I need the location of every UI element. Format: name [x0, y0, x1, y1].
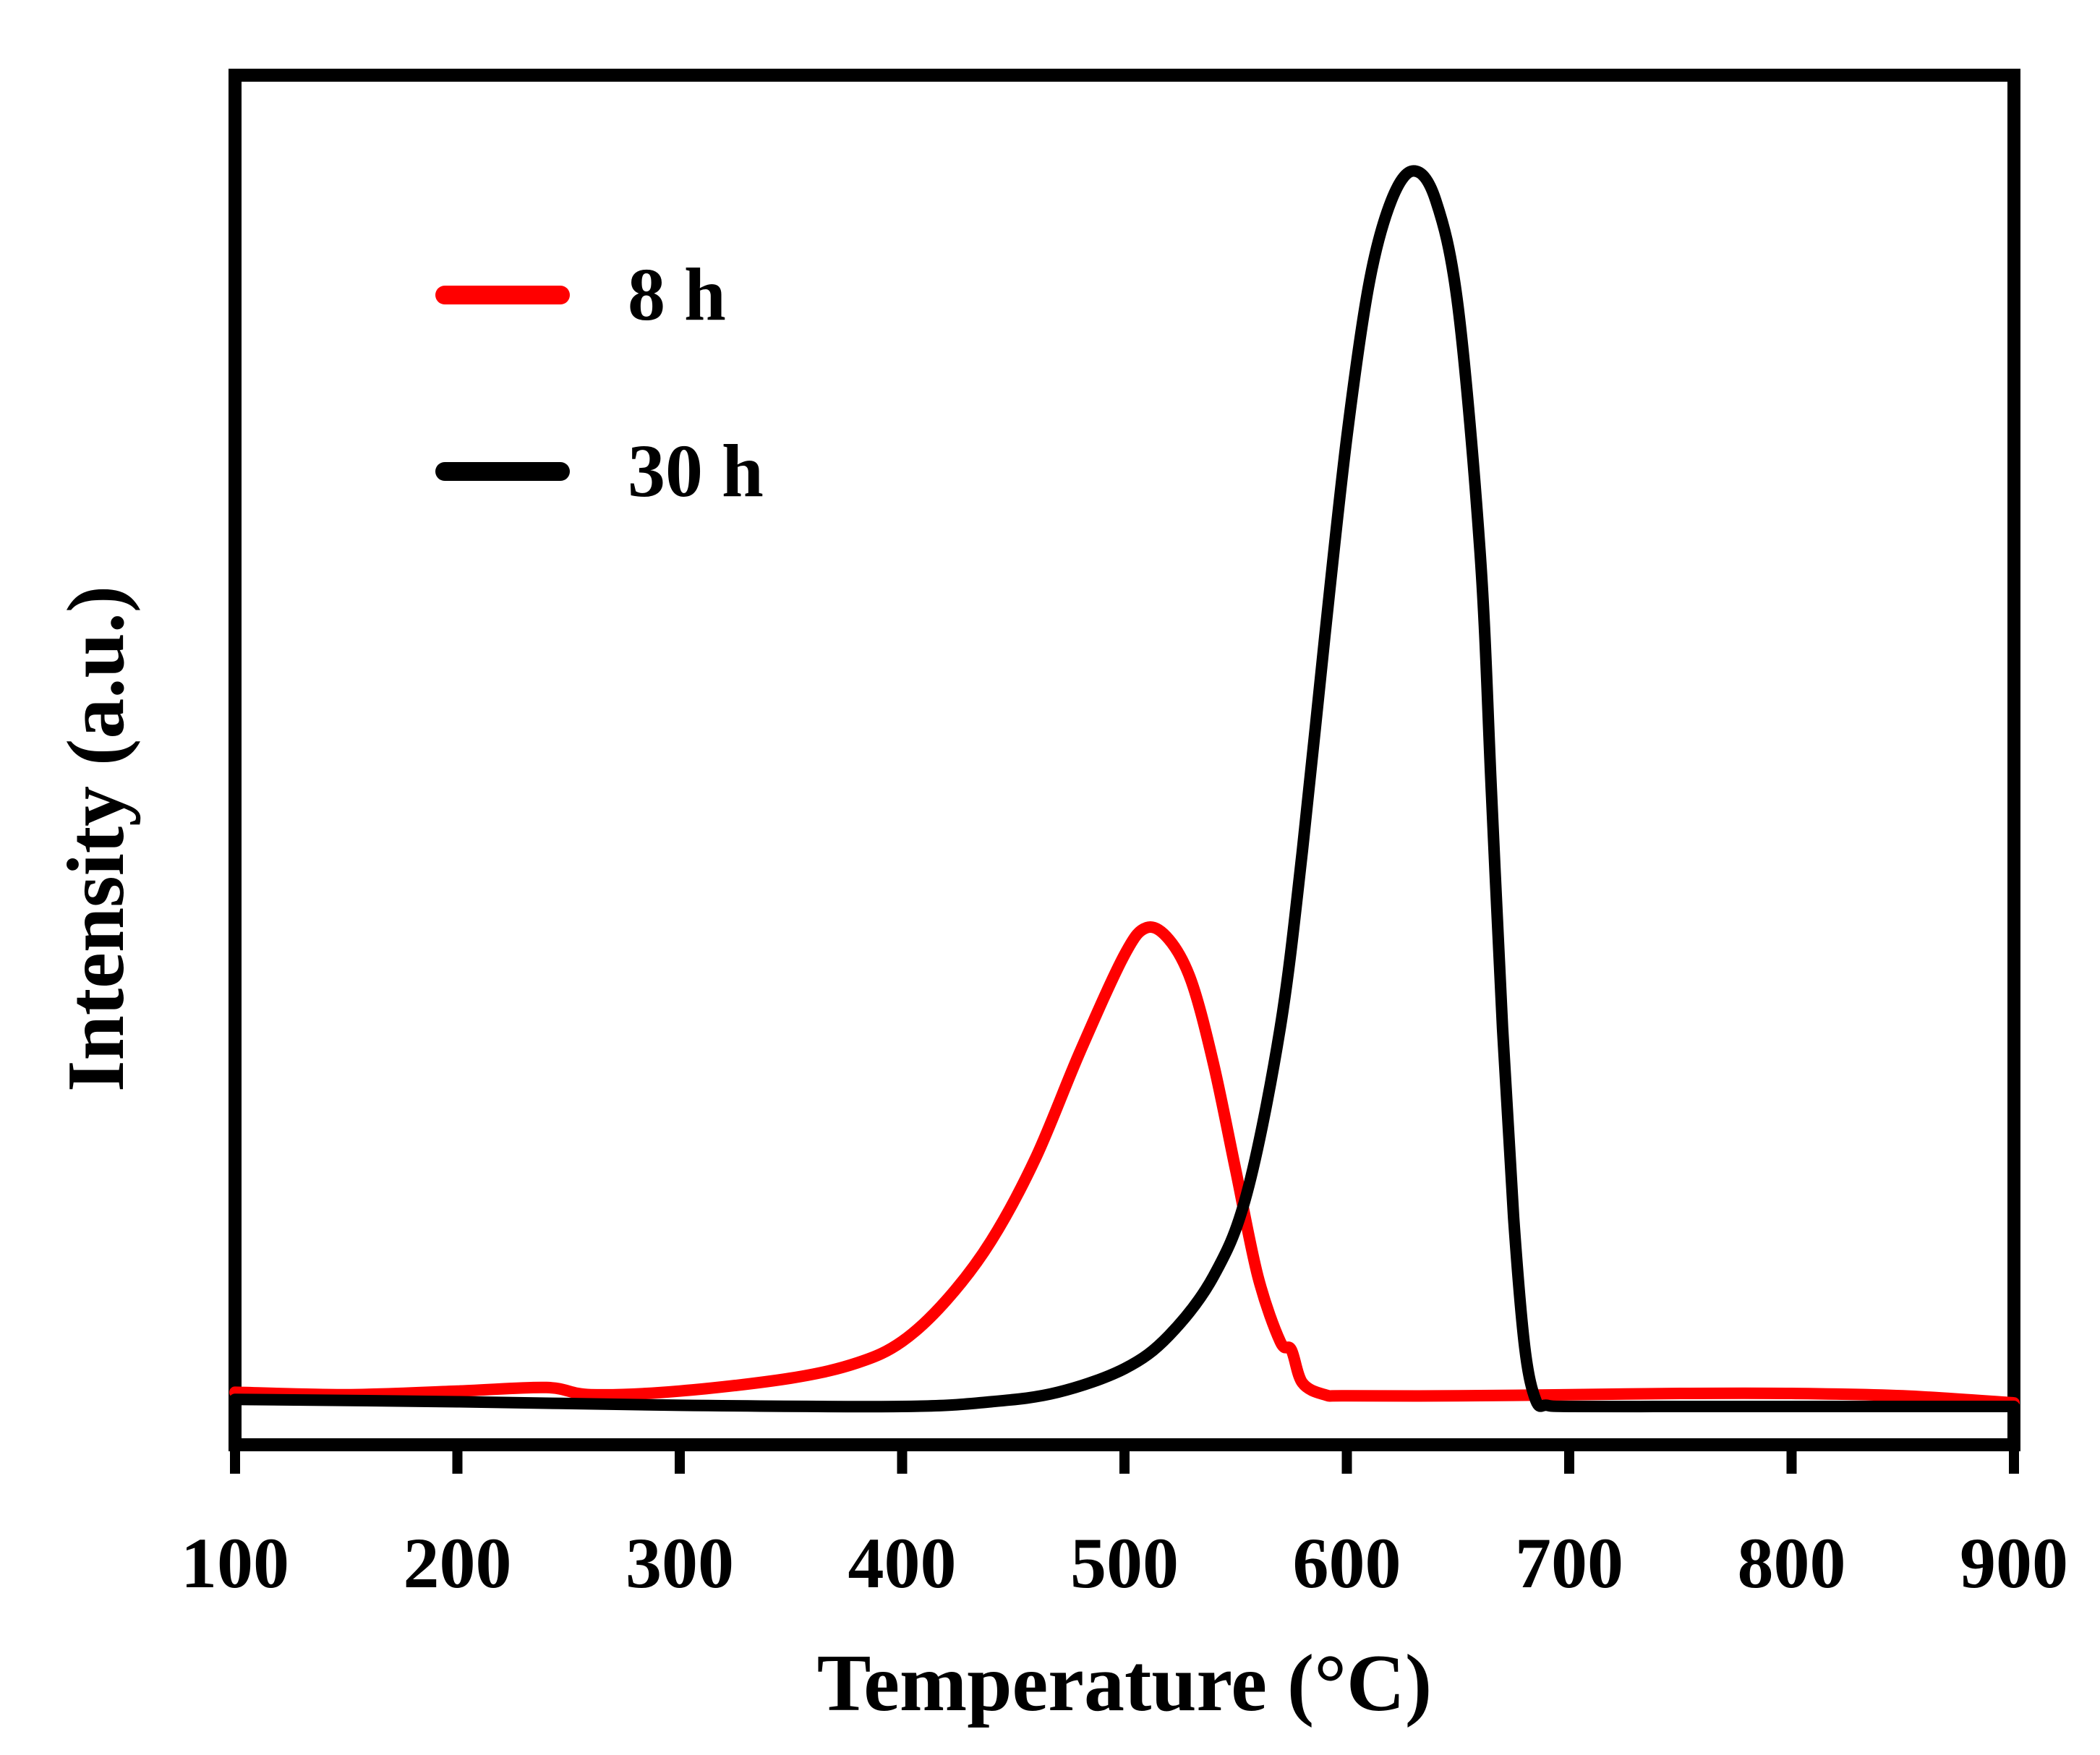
series-layer — [229, 165, 2020, 1413]
series-line-8h — [229, 921, 2020, 1409]
x-tick-label-300: 300 — [626, 1523, 734, 1603]
x-tick-label-400: 400 — [848, 1523, 957, 1603]
legend-label-30h: 30 h — [628, 430, 764, 513]
x-tick-label-900: 900 — [1960, 1523, 2068, 1603]
y-axis-title: Intensity (a.u.) — [51, 586, 141, 1092]
x-tick-label-500: 500 — [1070, 1523, 1179, 1603]
x-tick-label-600: 600 — [1293, 1523, 1401, 1603]
x-tick-label-100: 100 — [181, 1523, 289, 1603]
x-tick-label-700: 700 — [1515, 1523, 1623, 1603]
x-tick-label-800: 800 — [1738, 1523, 1846, 1603]
series-line-30h — [229, 165, 2020, 1413]
x-tick-label-200: 200 — [404, 1523, 512, 1603]
x-axis-tick-labels: 100 200 300 400 500 600 700 800 900 — [181, 1523, 2068, 1603]
x-axis-title: Temperature (°C) — [817, 1639, 1432, 1728]
x-axis-ticks — [230, 1445, 2019, 1474]
legend-label-8h: 8 h — [628, 253, 726, 336]
plot-frame — [229, 69, 2020, 1451]
legend: 8 h 30 h — [435, 253, 764, 513]
